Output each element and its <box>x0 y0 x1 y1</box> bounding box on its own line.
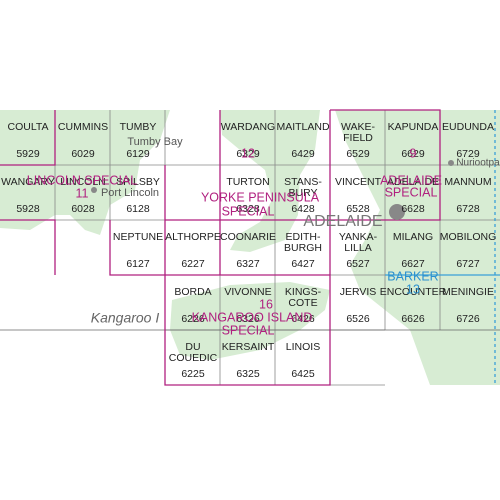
special-number: 16 <box>259 297 273 311</box>
tile-number: 6528 <box>346 203 370 215</box>
tile-name: MAITLAND <box>276 121 330 133</box>
town-dot <box>448 160 454 166</box>
land <box>0 110 500 385</box>
tile-name: MOBILONG <box>440 231 497 243</box>
tile-number: 6426 <box>291 313 315 325</box>
tile-number: 6029 <box>71 148 95 160</box>
tile-number: 6427 <box>291 258 315 270</box>
special-label: SPECIAL <box>385 185 438 199</box>
place-label: ADELAIDE <box>303 213 382 230</box>
tile-number: 6326 <box>236 313 260 325</box>
tile-number: 6329 <box>236 148 260 160</box>
special-label: SPECIAL <box>222 323 275 337</box>
tile-number: 6626 <box>401 313 425 325</box>
place-label: Kangaroo I <box>91 310 160 326</box>
tile-number: 6629 <box>401 148 425 160</box>
tile-name: DU <box>185 341 200 353</box>
tile-name: ENCOUNTER <box>380 286 447 298</box>
special-label: BARKER <box>387 269 438 283</box>
tile-name: YANKA- <box>339 231 378 243</box>
tile-name: MANNUM <box>444 176 491 188</box>
tile-number: 6527 <box>346 258 370 270</box>
tile-name: EDITH- <box>286 231 322 243</box>
tile-number: 6428 <box>291 203 315 215</box>
tile-number: 6627 <box>401 258 425 270</box>
tile-number: 6529 <box>346 148 370 160</box>
special-label: SPECIAL <box>222 204 275 218</box>
tile-number: 6225 <box>181 368 205 380</box>
tile-name: BURGH <box>284 242 322 254</box>
town-dot <box>91 187 97 193</box>
tile-number: 6429 <box>291 148 315 160</box>
place-label: Tumby Bay <box>127 136 183 148</box>
tile-number: 6526 <box>346 313 370 325</box>
tile-name: STANS- <box>284 176 322 188</box>
tile-number: 5928 <box>16 203 40 215</box>
tile-number: 6727 <box>456 258 480 270</box>
tile-number: 6327 <box>236 258 260 270</box>
tile-name: BURY <box>289 187 318 199</box>
tile-name: ALTHORPE <box>165 231 221 243</box>
tile-name: WAKE- <box>341 121 376 133</box>
tile-number: 6425 <box>291 368 315 380</box>
tile-name: NEPTUNE <box>113 231 163 243</box>
tile-name: LINOIS <box>286 341 320 353</box>
tile-number: 6325 <box>236 368 260 380</box>
special-label: ADELAIDE <box>380 173 442 187</box>
tile-number: 6328 <box>236 203 260 215</box>
tile-number: 6226 <box>181 313 205 325</box>
special-number: 12 <box>241 146 255 160</box>
tile-name: FIELD <box>343 132 373 144</box>
tile-name: VIVONNE <box>224 286 271 298</box>
tile-number: 6128 <box>126 203 150 215</box>
place-label: Port Lincoln <box>101 187 159 199</box>
tile-name: VINCENT <box>335 176 382 188</box>
tile-name: CUMMINS <box>58 121 108 133</box>
tile-number: 6728 <box>456 203 480 215</box>
tile-name: COULTA <box>7 121 48 133</box>
tile-name: MILANG <box>393 231 433 243</box>
tile-number: 6729 <box>456 148 480 160</box>
special-number: 13 <box>406 282 420 296</box>
tile-name: COTE <box>288 297 317 309</box>
special-label: YORKE PENINSULA <box>201 190 320 204</box>
tile-number: 6127 <box>126 258 150 270</box>
tile-number: 6028 <box>71 203 95 215</box>
tile-name: WARDANG <box>221 121 275 133</box>
tile-number: 6129 <box>126 148 150 160</box>
special-label: LINCOLN SPECIAL <box>27 173 138 187</box>
tile-name: LILLA <box>344 242 371 254</box>
tile-name: SPILSBY <box>116 176 160 188</box>
special-number: 11 <box>76 186 89 200</box>
tile-name: LINCOLN <box>60 176 106 188</box>
tile-name: WANGARY <box>1 176 55 188</box>
tile-name: BORDA <box>174 286 211 298</box>
tile-name: COUEDIC <box>169 352 218 364</box>
tile-number: 5929 <box>16 148 40 160</box>
tile-number: 6628 <box>401 203 425 215</box>
tile-name: KAPUNDA <box>388 121 439 133</box>
tile-number: 6227 <box>181 258 205 270</box>
tile-number: 6726 <box>456 313 480 325</box>
adelaide-dot <box>389 204 405 220</box>
tile-name: TURTON <box>226 176 269 188</box>
tile-name: JERVIS <box>340 286 377 298</box>
tile-name: TUMBY <box>120 121 157 133</box>
special-borders <box>0 109 500 386</box>
tile-name: KINGS- <box>285 286 322 298</box>
special-label: KANGAROO ISLAND <box>192 310 313 324</box>
tile-name: KERSAINT <box>222 341 275 353</box>
special-number: 9 <box>410 146 417 160</box>
tile-name: EUDUNDA <box>442 121 494 133</box>
place-label: Nuriootpa <box>456 158 500 169</box>
tile-name: ADELAIDE <box>387 176 439 188</box>
tile-name: MENINGIE <box>442 286 494 298</box>
tile-name: COONARIE <box>220 231 276 243</box>
